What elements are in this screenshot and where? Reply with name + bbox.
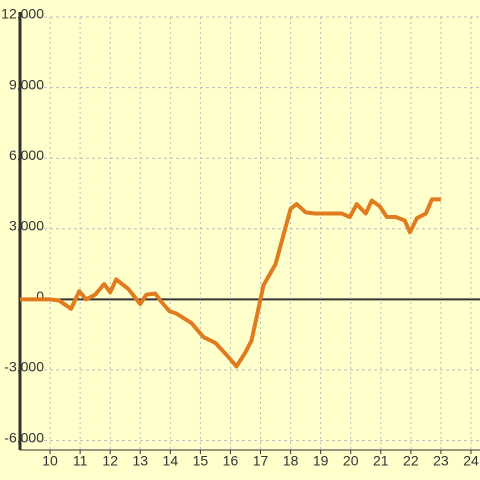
x-tick-label: 16	[223, 453, 239, 469]
y-tick-label: -6,000	[4, 429, 44, 445]
x-tick-label: 18	[283, 453, 299, 469]
x-tick-label: 22	[403, 453, 419, 469]
y-tick-label: 9,000	[9, 76, 44, 92]
x-tick-label: 15	[193, 453, 209, 469]
x-tick-label: 11	[73, 453, 88, 469]
x-tick-label: 10	[42, 453, 58, 469]
y-tick-label: 0	[36, 288, 44, 304]
x-tick-label: 20	[343, 453, 359, 469]
x-tick-label: 24	[463, 453, 479, 469]
x-tick-label: 13	[132, 453, 148, 469]
x-tick-label: 12	[102, 453, 118, 469]
data-line	[20, 197, 441, 369]
y-tick-label: 12,000	[1, 6, 44, 22]
x-tick-label: 21	[373, 453, 389, 469]
x-tick-label: 19	[313, 453, 329, 469]
y-tick-label: 3,000	[9, 217, 44, 233]
y-tick-label: 6,000	[9, 147, 44, 163]
x-tick-label: 14	[163, 453, 179, 469]
y-tick-label: -3,000	[4, 359, 44, 375]
x-tick-label: 23	[433, 453, 449, 469]
x-tick-label: 17	[253, 453, 269, 469]
